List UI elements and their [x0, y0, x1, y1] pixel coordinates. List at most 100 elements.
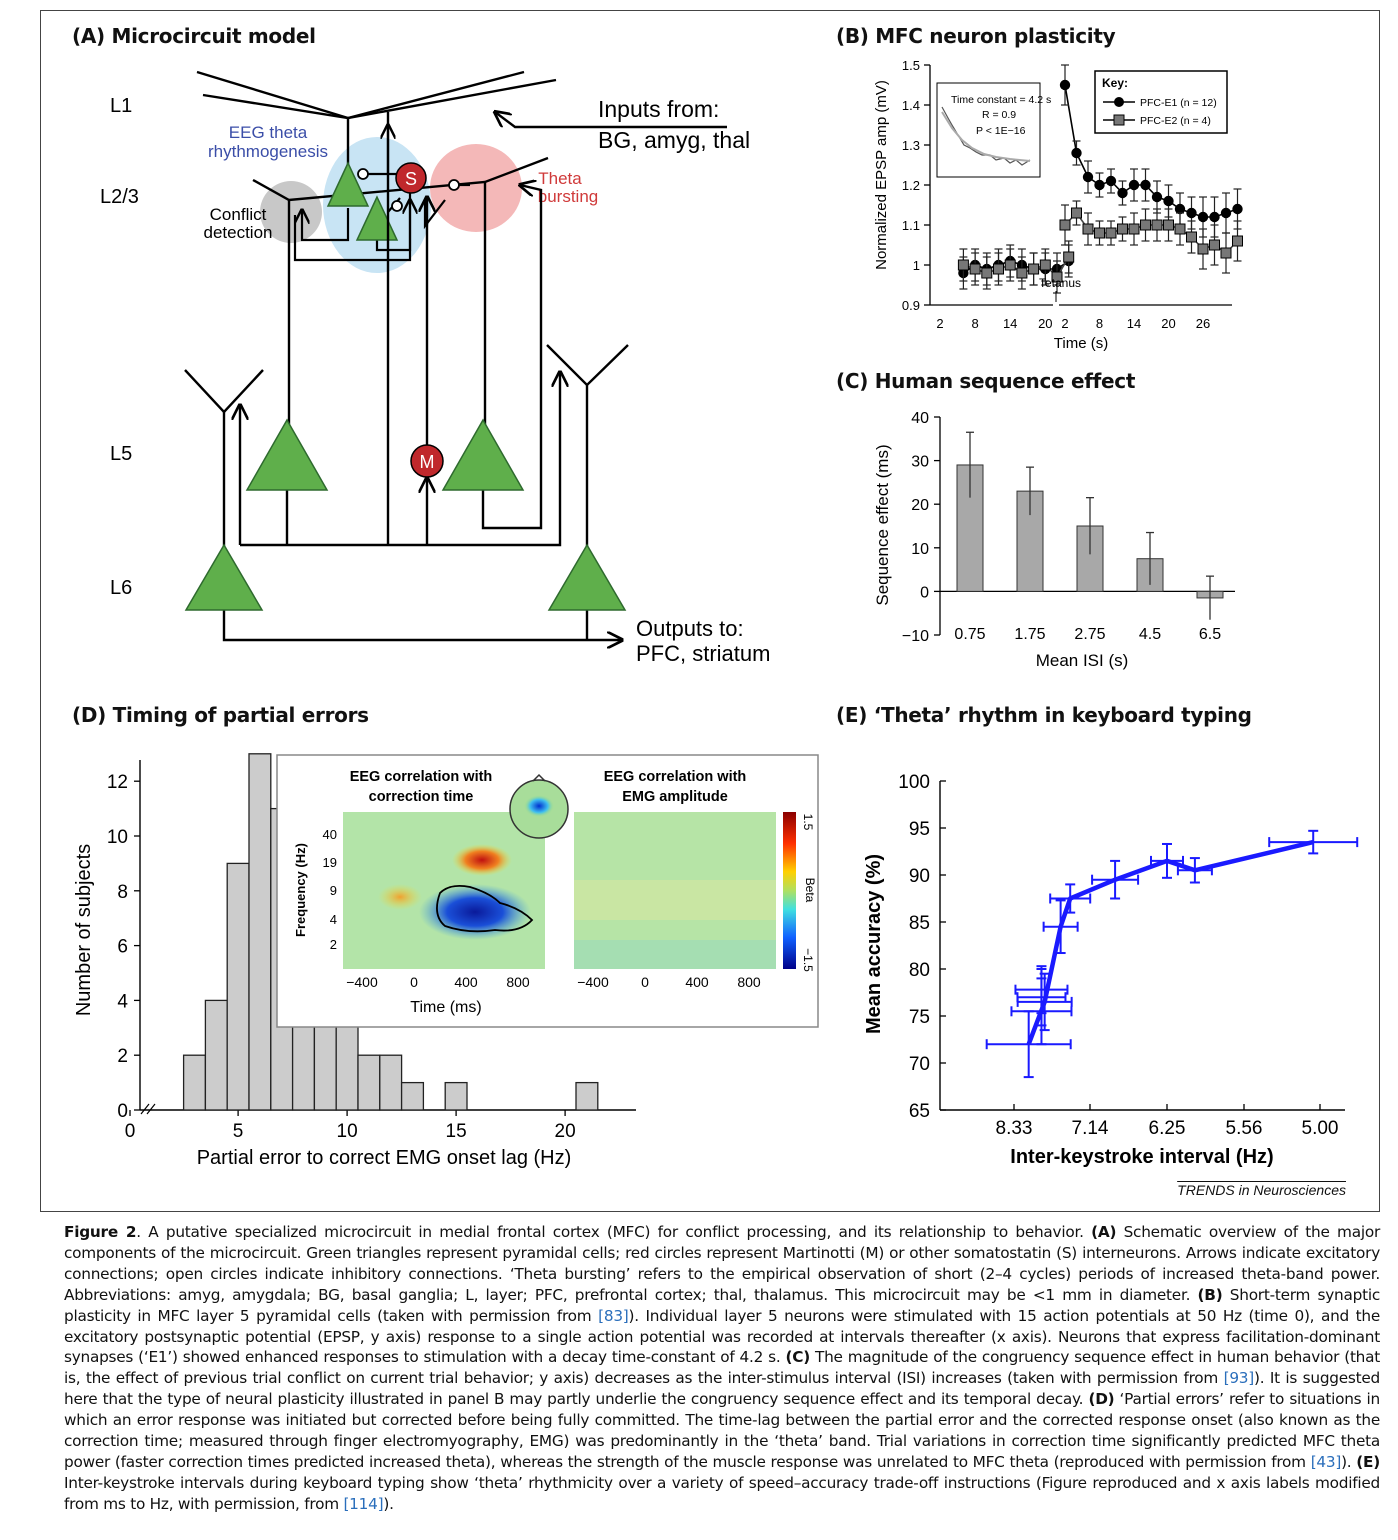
data-point-e2: [1209, 239, 1220, 251]
data-point-e2: [969, 263, 981, 275]
y-tick-label: 2: [117, 1046, 128, 1067]
inset-x-tick: 0: [641, 974, 649, 990]
y-tick-label: 90: [909, 866, 930, 887]
x-tick-label: 15: [446, 1121, 467, 1142]
m-label: M: [420, 452, 435, 472]
inset-x-title: Time (ms): [410, 999, 481, 1016]
x-tick-label: 4.5: [1139, 626, 1161, 643]
citation-link[interactable]: [83]: [598, 1306, 629, 1325]
data-point-e2: [981, 267, 993, 279]
data-point-e2: [957, 259, 969, 271]
legend-entry: PFC-E2 (n = 4): [1140, 115, 1211, 127]
data-point-e2: [1163, 219, 1174, 231]
x-tick-label: 6.25: [1149, 1118, 1186, 1139]
data-point-e1: [1105, 175, 1117, 187]
y-tick-label: 4: [117, 991, 128, 1012]
m-interneuron: [410, 444, 444, 478]
inset-y-tick: 40: [323, 827, 337, 842]
inset-text: R = 0.9: [982, 109, 1016, 121]
histogram-bar: [444, 1081, 468, 1111]
colorbar: [783, 812, 796, 969]
inset-title: correction time: [369, 789, 474, 805]
y-tick-label: 1.3: [902, 138, 920, 153]
inset-text: P < 1E−16: [976, 125, 1026, 137]
data-point-e2: [1140, 219, 1151, 231]
y-tick-label: 0.9: [902, 298, 920, 313]
panel-d-title: (D) Timing of partial errors: [72, 703, 369, 727]
layer-label: L2/3: [100, 186, 139, 208]
inset-x-tick: 400: [454, 974, 478, 990]
data-point-e1: [1140, 179, 1151, 191]
conflict-label: detection: [204, 223, 273, 242]
theta-region: [430, 144, 522, 232]
local-circuit-wiring: [293, 125, 470, 262]
y-tick-label: 65: [909, 1101, 930, 1122]
colorbar-min: −1.5: [801, 948, 815, 972]
histogram-bar: [575, 1081, 599, 1111]
y-tick-label: 8: [117, 882, 128, 903]
data-point-e2: [1128, 223, 1140, 235]
citation-link[interactable]: [93]: [1223, 1369, 1255, 1388]
x-tick-label: 5.56: [1226, 1118, 1263, 1139]
x-tick-label: 0: [125, 1121, 136, 1142]
y-tick-label: 95: [909, 819, 930, 840]
inset-title: EEG correlation with: [350, 769, 493, 785]
panel-a-title: (A) Microcircuit model: [72, 24, 316, 48]
citation-link[interactable]: [114]: [343, 1494, 384, 1513]
inset-x-tick: 800: [737, 974, 761, 990]
citation-link[interactable]: [43]: [1310, 1452, 1342, 1471]
data-point-e2: [1039, 259, 1051, 271]
data-point-e1: [1071, 147, 1082, 159]
y-tick-label: 0: [920, 584, 929, 601]
inset-x-tick: −400: [346, 974, 378, 990]
data-point-e2: [1186, 231, 1197, 243]
layer-label: L6: [110, 577, 132, 599]
tetanus-label: Tetanus: [1039, 276, 1081, 290]
legend-title: Key:: [1102, 76, 1128, 90]
heatmap-hotspot: [452, 844, 512, 876]
data-point-e1: [1117, 187, 1128, 199]
y-tick-label: 40: [911, 410, 929, 427]
x-tick-label: 1.75: [1014, 626, 1045, 643]
x-axis-title: Partial error to correct EMG onset lag (…: [197, 1147, 572, 1169]
data-point-e2: [1105, 227, 1117, 239]
inhibitory-synapse: [448, 179, 460, 191]
y-tick-label: 1.2: [902, 178, 920, 193]
figure-caption: Figure 2. A putative specialized microci…: [64, 1223, 1381, 1513]
inset-curve: [941, 106, 1031, 166]
x-tick-label: 14: [1127, 316, 1141, 331]
x-tick-label: 5: [233, 1121, 244, 1142]
data-point-e1: [1151, 191, 1163, 203]
axis-break: [140, 1103, 156, 1115]
inset-y-title: Frequency (Hz): [293, 843, 308, 937]
data-point-e2: [1082, 223, 1094, 235]
histogram-bar: [400, 1081, 425, 1111]
y-tick-label: 100: [898, 772, 930, 793]
data-point-e1: [1197, 211, 1209, 223]
x-tick-label: 5.00: [1302, 1118, 1339, 1139]
eeg-label: EEG theta: [229, 123, 308, 142]
s-label: S: [405, 169, 417, 189]
data-point-e1: [1186, 207, 1197, 219]
outputs-label: PFC, striatum: [636, 641, 770, 666]
data-point-e2: [993, 263, 1004, 275]
panel-c-title: (C) Human sequence effect: [836, 369, 1136, 393]
data-point-e2: [1063, 251, 1075, 263]
x-tick-label: 8.33: [996, 1118, 1033, 1139]
x-tick-label: 7.14: [1072, 1118, 1109, 1139]
y-tick-label: 0: [117, 1101, 128, 1122]
panel-e-title: (E) ‘Theta’ rhythm in keyboard typing: [836, 703, 1252, 727]
series-line: [1064, 84, 1238, 218]
theta-label: Theta: [538, 169, 582, 188]
conflict-label: Conflict: [210, 205, 267, 224]
x-axis-title: Time (s): [1054, 335, 1108, 352]
y-tick-label: 75: [909, 1007, 930, 1028]
y-tick-label: 1.5: [902, 58, 920, 73]
colorbar-label: Beta: [803, 878, 817, 903]
data-point-e1: [1209, 211, 1220, 223]
data-point-e1: [1128, 179, 1140, 191]
